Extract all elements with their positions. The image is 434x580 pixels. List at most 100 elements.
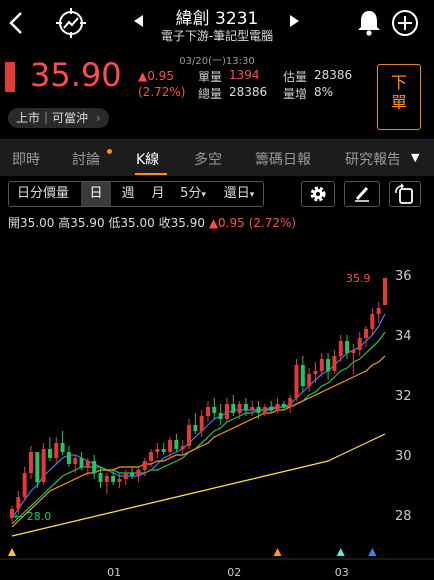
- event-marker-icon: [8, 548, 16, 556]
- trend-target-icon[interactable]: [56, 8, 86, 38]
- candle-body: [22, 473, 27, 497]
- candle-body: [16, 497, 21, 509]
- bell-icon[interactable]: [355, 8, 383, 36]
- candle-body: [281, 404, 286, 407]
- restore-button[interactable]: 還日▾: [215, 182, 263, 206]
- plus-circle-icon[interactable]: [391, 9, 419, 37]
- tab-bull-bear[interactable]: 多空: [194, 152, 222, 168]
- triangle-right-icon[interactable]: [288, 14, 300, 28]
- tab-bar: 即時 討論 K線 多空 籌碼日報 研究報告 ▼: [0, 139, 434, 176]
- dropdown-caret-icon: ▾: [201, 190, 206, 200]
- market-status-pill[interactable]: 上市｜可當沖 ›: [8, 108, 109, 128]
- event-marker-icon: [336, 548, 345, 556]
- day-button[interactable]: 日: [81, 182, 111, 206]
- open-value: 35.00: [20, 216, 55, 230]
- candle-body: [338, 341, 343, 356]
- five-min-label: 5分: [180, 186, 202, 201]
- open-label: 開: [8, 216, 21, 230]
- ma-line: [11, 313, 386, 519]
- candle-body: [357, 338, 362, 350]
- candle-body: [224, 404, 229, 419]
- candle-body: [130, 473, 135, 476]
- order-button-label: 下單: [390, 73, 407, 112]
- single-vol-label: 單量: [198, 70, 223, 84]
- candle-body: [262, 407, 267, 413]
- rotate-button[interactable]: [389, 181, 421, 207]
- ma-line: [11, 331, 386, 525]
- candle-body: [66, 452, 71, 464]
- vol-inc-label: 量增: [283, 87, 308, 101]
- pen-icon: [355, 186, 369, 202]
- candle-body: [174, 440, 179, 449]
- candle-body: [319, 359, 324, 371]
- tab-chip-daily[interactable]: 籌碼日報: [255, 152, 311, 168]
- last-price: 35.90: [30, 56, 122, 94]
- tab-realtime[interactable]: 即時: [12, 152, 40, 168]
- candle-body: [161, 449, 166, 452]
- quote-timestamp: 03/20(一)13:30: [179, 56, 255, 67]
- est-vol-value: 28386: [314, 68, 353, 82]
- candle-body: [332, 356, 337, 371]
- candle-body: [98, 473, 103, 482]
- candle-body: [364, 329, 369, 338]
- single-vol-value: 1394: [229, 68, 260, 82]
- stock-title: 緯創 3231: [175, 9, 259, 29]
- candle-body: [370, 314, 375, 329]
- triangle-left-icon[interactable]: [133, 14, 145, 28]
- price-indicator-bar: [5, 62, 15, 92]
- candle-body: [256, 407, 261, 413]
- y-tick-label: 30: [395, 449, 412, 464]
- candle-body: [117, 479, 122, 482]
- candle-body: [10, 509, 14, 518]
- order-button[interactable]: 下單: [377, 64, 421, 130]
- candle-body: [243, 404, 248, 410]
- low-value: 35.00: [120, 216, 155, 230]
- unread-dot-icon: [107, 149, 112, 154]
- candle-body: [231, 404, 236, 413]
- tabs-more-icon[interactable]: ▼: [411, 151, 420, 164]
- candle-body: [73, 458, 78, 464]
- event-marker-icon: [273, 548, 282, 556]
- tab-kline[interactable]: K線: [136, 152, 160, 168]
- y-tick-label: 32: [395, 389, 412, 404]
- candle-body: [41, 449, 46, 482]
- five-min-button[interactable]: 5分▾: [173, 182, 213, 206]
- candle-body: [237, 404, 242, 413]
- candle-body: [92, 461, 97, 473]
- candle-body: [250, 407, 255, 410]
- market-status-label: 上市｜可當沖: [16, 111, 89, 125]
- candle-body: [79, 458, 84, 467]
- tab-discussion[interactable]: 討論: [72, 152, 100, 168]
- candle-body: [269, 407, 274, 410]
- dropdown-caret-icon: ▾: [249, 190, 255, 200]
- ma-line: [11, 433, 386, 537]
- high-value: 35.90: [70, 216, 105, 230]
- low-price-label: ← 28.0: [14, 510, 51, 523]
- ma-line: [11, 355, 386, 528]
- month-button[interactable]: 月: [151, 186, 165, 201]
- chevron-left-icon[interactable]: [6, 10, 26, 36]
- candle-body: [275, 404, 280, 410]
- event-marker-icon: [368, 548, 377, 556]
- candle-body: [111, 476, 116, 482]
- candle-body: [212, 407, 217, 413]
- candle-body: [307, 374, 312, 386]
- candle-body: [187, 425, 192, 446]
- candle-body: [294, 365, 299, 398]
- candle-body: [205, 407, 210, 416]
- candle-body: [376, 308, 381, 314]
- price-volume-button[interactable]: 日分價量: [16, 186, 69, 201]
- candle-body: [351, 350, 356, 353]
- candle-body: [47, 449, 52, 458]
- draw-button[interactable]: [344, 181, 380, 207]
- settings-button[interactable]: [301, 181, 335, 207]
- vol-inc-value: 8%: [314, 85, 334, 99]
- week-button[interactable]: 週: [121, 186, 135, 201]
- candle-body: [300, 365, 305, 386]
- gear-icon: [310, 186, 326, 202]
- tab-research[interactable]: 研究報告: [345, 152, 399, 168]
- y-tick-label: 28: [395, 509, 412, 524]
- stock-category: 電子下游-筆記型電腦: [160, 29, 274, 43]
- close-value: 35.90: [170, 216, 205, 230]
- kline-chart[interactable]: 36 34 32 30 28 01 02 03 35.9 ← 28.0: [0, 244, 434, 580]
